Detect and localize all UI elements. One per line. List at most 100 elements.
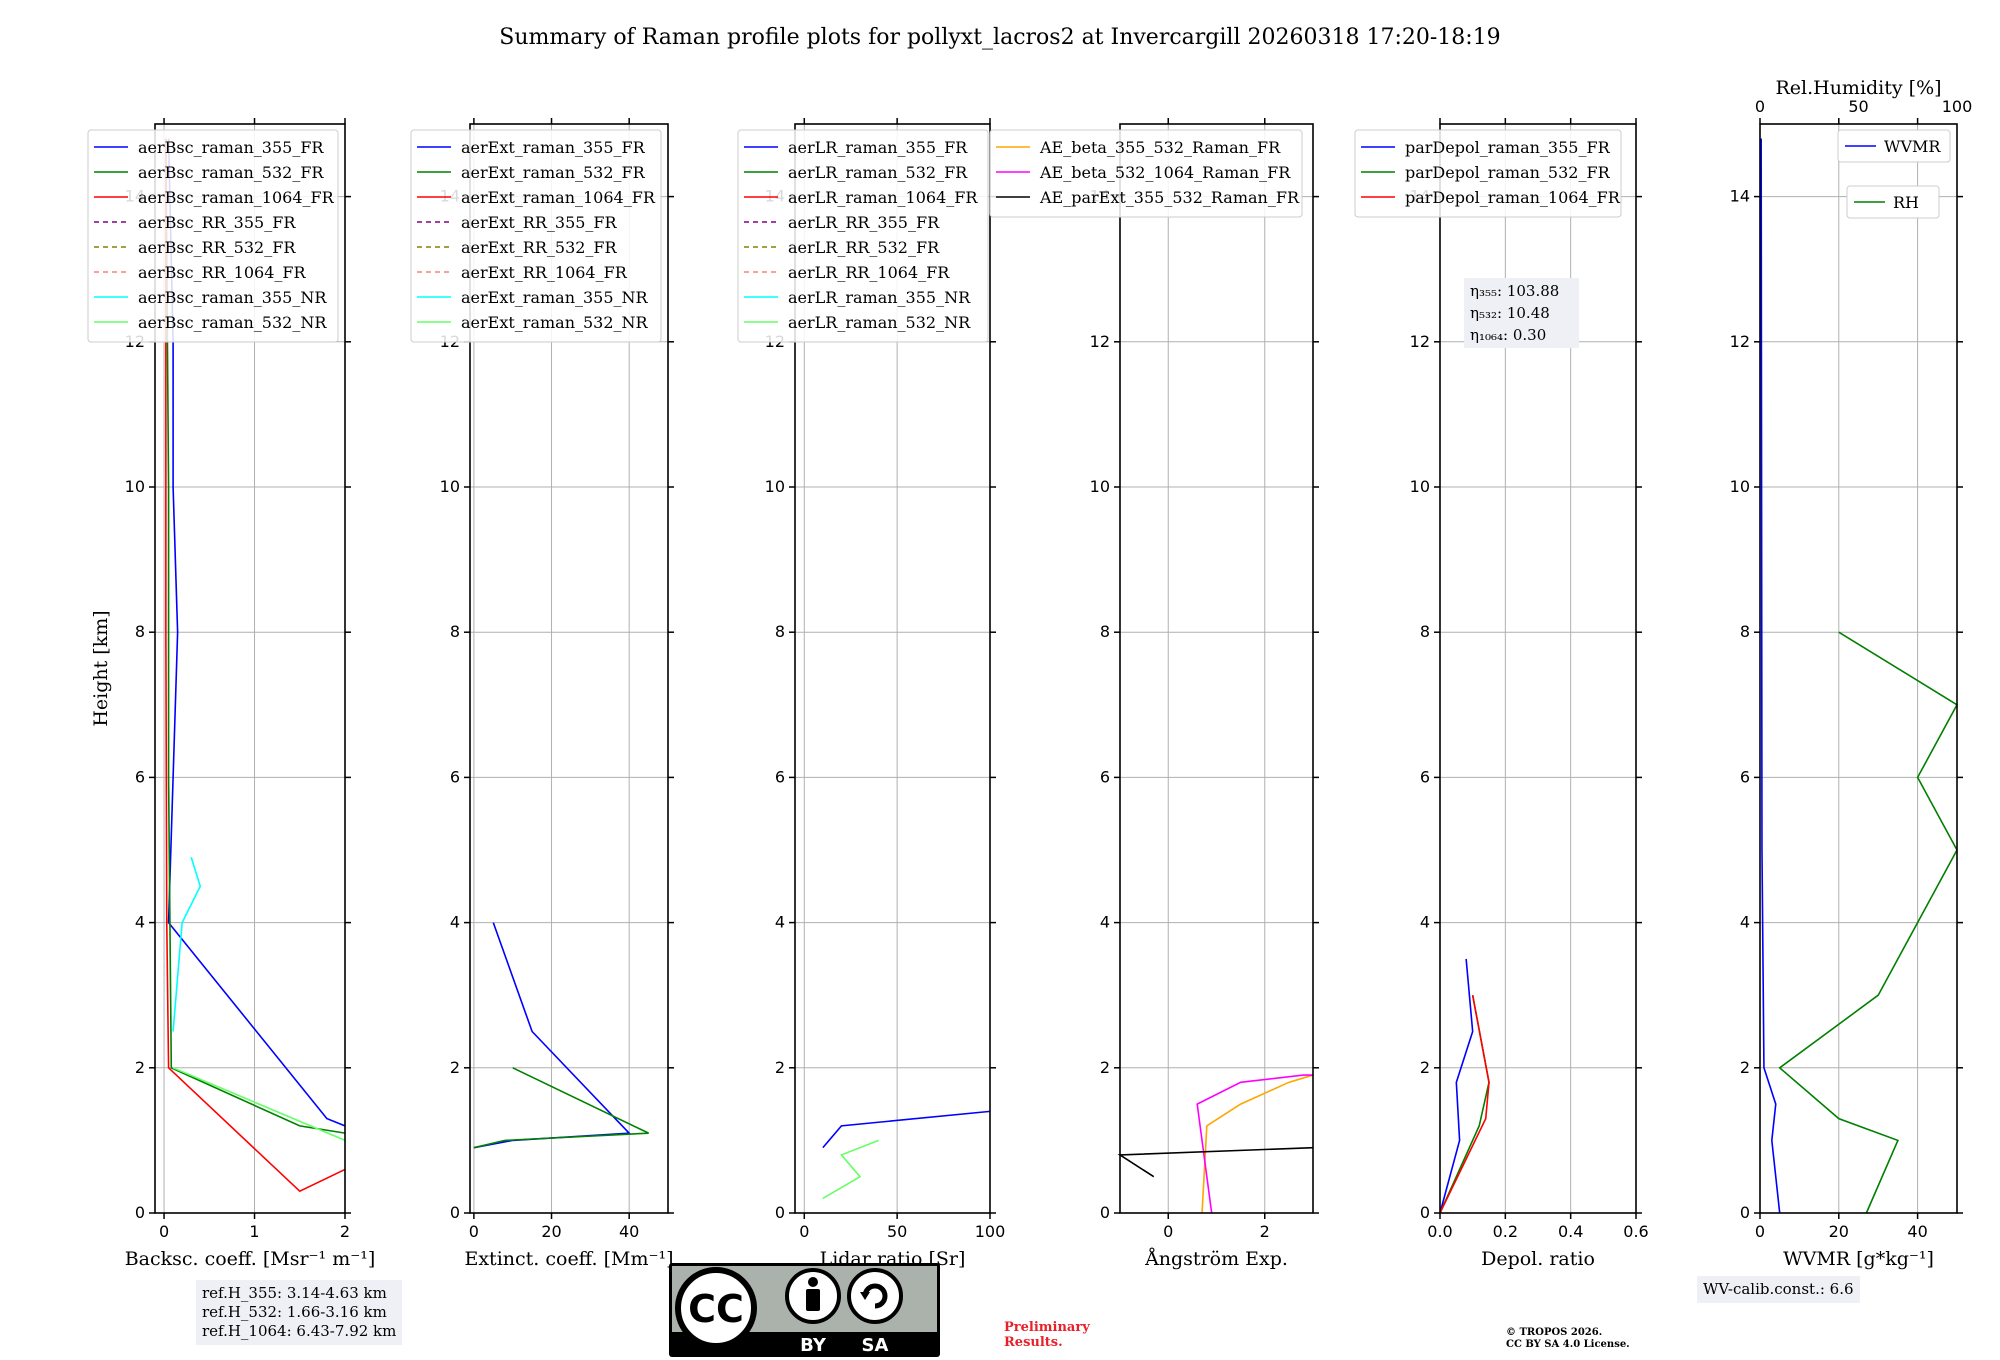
legend-entry-aerLR_RR_1064_FR: aerLR_RR_1064_FR xyxy=(788,263,950,282)
series-line-AE_beta_532_1064_Raman_FR xyxy=(1196,1074,1313,1214)
tick-label-y: 8 xyxy=(135,622,145,641)
tick-label-y: 6 xyxy=(775,767,785,786)
tick-label-x: 0 xyxy=(469,1222,479,1241)
legend-entry-AE_parExt_355_532_Raman_FR: AE_parExt_355_532_Raman_FR xyxy=(1039,188,1300,207)
tick-label-y: 0 xyxy=(1420,1203,1430,1222)
tick-label-x: 40 xyxy=(1907,1222,1927,1241)
series-line-aerBsc_raman_355_NR xyxy=(172,857,202,1032)
legend-entry-aerExt_raman_355_FR: aerExt_raman_355_FR xyxy=(461,138,646,157)
tick-label-y: 8 xyxy=(1100,622,1110,641)
eta-annotation: η₅₃₂: 10.48 xyxy=(1470,304,1550,322)
wv-calib-text: WV-calib.const.: 6.6 xyxy=(1703,1280,1854,1298)
legend-entry-aerLR_raman_532_NR: aerLR_raman_532_NR xyxy=(788,313,971,332)
tick-label-y: 4 xyxy=(135,913,145,932)
series-line-aerLR_raman_532_NR xyxy=(822,1139,879,1200)
tick-label-x: 20 xyxy=(1829,1222,1849,1241)
tick-label-y: 4 xyxy=(1420,913,1430,932)
x-axis-label: Backsc. coeff. [Msr⁻¹ m⁻¹] xyxy=(125,1248,376,1270)
legend-entry-parDepol_raman_532_FR: parDepol_raman_532_FR xyxy=(1405,163,1611,182)
legend-entry-aerExt_raman_1064_FR: aerExt_raman_1064_FR xyxy=(461,188,656,207)
series-line-aerBsc_raman_532_NR xyxy=(172,1067,346,1142)
cc-icon-text: CC xyxy=(688,1287,744,1331)
tick-label-x: 0 xyxy=(799,1222,809,1241)
legend-entry-parDepol_raman_1064_FR: parDepol_raman_1064_FR xyxy=(1405,188,1621,207)
axes-frame xyxy=(154,123,346,1214)
tick-label-y: 0 xyxy=(1740,1203,1750,1222)
x-axis-label: Depol. ratio xyxy=(1481,1248,1595,1270)
tick-label-y: 2 xyxy=(450,1058,460,1077)
legend-entry-aerBsc_raman_355_FR: aerBsc_raman_355_FR xyxy=(138,138,324,157)
legend-box xyxy=(1354,129,1622,218)
series-line-parDepol_raman_355_FR xyxy=(1439,958,1474,1214)
copyright-note: © TROPOS 2026. CC BY SA 4.0 License. xyxy=(1506,1327,1630,1351)
tick-label-y: 8 xyxy=(450,622,460,641)
cc-license-badge: CC BY SA xyxy=(669,1263,940,1357)
tick-label-y: 2 xyxy=(775,1058,785,1077)
axes-frame xyxy=(1119,123,1314,1214)
tick-label-x: 2 xyxy=(1260,1222,1270,1241)
legend-box xyxy=(989,129,1303,218)
tick-label-y: 10 xyxy=(1090,477,1110,496)
tick-label-y: 6 xyxy=(1740,767,1750,786)
panel-backscatter: 01202468101214Backsc. coeff. [Msr⁻¹ m⁻¹]… xyxy=(87,118,376,1270)
series-line-aerLR_raman_355_FR xyxy=(822,1110,991,1149)
tick-label-y: 6 xyxy=(1100,767,1110,786)
sa-label: SA xyxy=(862,1335,889,1356)
tick-label-x: 0.4 xyxy=(1558,1222,1583,1241)
ref-h-355: ref.H_355: 3.14-4.63 km xyxy=(202,1284,387,1302)
legend-entry-AE_beta_355_532_Raman_FR: AE_beta_355_532_Raman_FR xyxy=(1039,138,1281,157)
tick-label-y: 2 xyxy=(1740,1058,1750,1077)
tick-label-y: 10 xyxy=(125,477,145,496)
ref-h-532: ref.H_532: 1.66-3.16 km xyxy=(202,1303,387,1321)
tick-label-x: 40 xyxy=(619,1222,639,1241)
tick-label-x: 0.2 xyxy=(1493,1222,1518,1241)
legend-entry-RH: RH xyxy=(1893,193,1919,212)
tick-label-y: 6 xyxy=(1420,767,1430,786)
legend-entry-aerBsc_RR_355_FR: aerBsc_RR_355_FR xyxy=(138,213,296,232)
tick-label-y: 14 xyxy=(1730,187,1750,206)
tick-label-y: 12 xyxy=(1730,332,1750,351)
panel-depolarization: 0.00.20.40.602468101214Depol. ratioparDe… xyxy=(1354,118,1649,1270)
tick-label-y: 12 xyxy=(1090,332,1110,351)
eta-annotation: η₃₅₅: 103.88 xyxy=(1470,282,1559,300)
tick-label-x: 0.6 xyxy=(1623,1222,1648,1241)
copyright-line-1: © TROPOS 2026. xyxy=(1506,1327,1603,1338)
axes-frame xyxy=(469,123,669,1214)
tick-label-y: 8 xyxy=(1420,622,1430,641)
legend-extinction: aerExt_raman_355_FR aerExt_raman_532_FRae… xyxy=(410,129,662,343)
eta-annotation: η₁₀₆₄: 0.30 xyxy=(1470,326,1546,344)
legend-box xyxy=(410,129,662,343)
axes-frame xyxy=(1759,123,1958,1214)
legend-rh: RH xyxy=(1846,185,1940,219)
tick-label-x: 0 xyxy=(1163,1222,1173,1241)
series-line-parDepol_raman_532_FR xyxy=(1439,995,1490,1214)
legend-entry-parDepol_raman_355_FR: parDepol_raman_355_FR xyxy=(1405,138,1611,157)
tick-label-y: 4 xyxy=(450,913,460,932)
legend-box xyxy=(1846,185,1940,219)
x-axis-label: Ångström Exp. xyxy=(1144,1248,1288,1270)
tick-label-x: 1 xyxy=(249,1222,259,1241)
tick-label-y: 4 xyxy=(1740,913,1750,932)
tick-label-x: 20 xyxy=(541,1222,561,1241)
y-axis-label: Height [km] xyxy=(90,610,112,726)
series-line-AE_beta_355_532_Raman_FR xyxy=(1201,1074,1314,1214)
tick-label-x: 0.0 xyxy=(1427,1222,1452,1241)
series-line-AE_parExt_355_532_Raman_FR xyxy=(1117,1146,1314,1178)
legend-entry-aerBsc_RR_532_FR: aerBsc_RR_532_FR xyxy=(138,238,296,257)
wv-calibration-box: WV-calib.const.: 6.6 xyxy=(1697,1276,1860,1303)
top-x-axis-label: Rel.Humidity [%] xyxy=(1775,77,1941,99)
tick-label-y: 4 xyxy=(775,913,785,932)
tick-label-x: 0 xyxy=(159,1222,169,1241)
figure-title: Summary of Raman profile plots for polly… xyxy=(499,25,1500,50)
annotation-bg xyxy=(1464,278,1579,348)
preliminary-line-2: Results. xyxy=(1004,1335,1063,1350)
ref-h-1064: ref.H_1064: 6.43-7.92 km xyxy=(202,1322,397,1340)
tick-label-y: 12 xyxy=(1410,332,1430,351)
series-line-aerBsc_raman_532_FR xyxy=(165,138,346,1134)
by-label: BY xyxy=(800,1335,827,1356)
tick-label-y: 2 xyxy=(1420,1058,1430,1077)
legend-entry-aerExt_raman_355_NR: aerExt_raman_355_NR xyxy=(461,288,649,307)
legend-wvmr: WVMR xyxy=(1837,129,1951,163)
legend-entry-aerLR_RR_355_FR: aerLR_RR_355_FR xyxy=(788,213,940,232)
tick-label-y: 10 xyxy=(440,477,460,496)
